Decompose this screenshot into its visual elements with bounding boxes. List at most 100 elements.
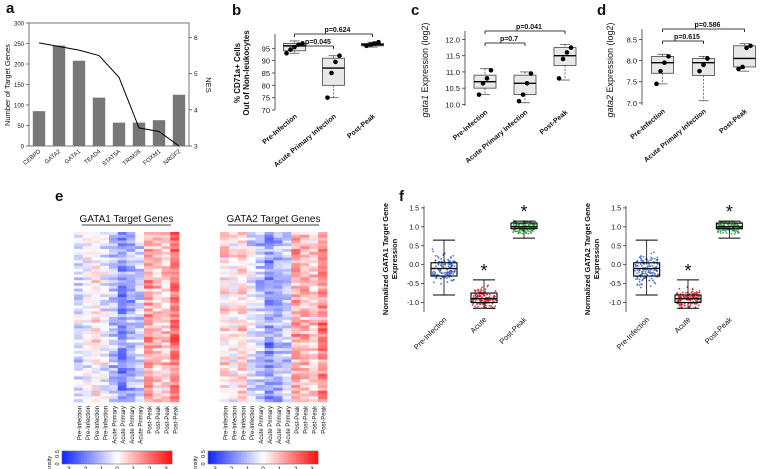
heat-cell [126, 243, 136, 247]
heat-cell [273, 257, 283, 261]
heat-cell [144, 393, 154, 397]
heat-cell [74, 317, 84, 321]
heat-cell [74, 314, 84, 318]
gene-point [732, 224, 734, 226]
box [715, 222, 743, 230]
heat-cell [144, 382, 154, 386]
heat-cell [255, 263, 265, 267]
heat-cell [144, 243, 154, 247]
heat-cell [161, 297, 171, 301]
heat-cell [309, 234, 319, 238]
heat-cell [291, 263, 301, 267]
legend-swatch [64, 451, 68, 464]
heat-cell [264, 234, 274, 238]
heat-cell [291, 288, 301, 292]
heat-cell [109, 399, 119, 403]
heat-cell [144, 308, 154, 312]
gene-point [722, 224, 725, 227]
y-axis-unit: Expression (log2) [420, 22, 430, 95]
gene-point [690, 291, 693, 294]
legend-tick-label: 1 [278, 466, 282, 469]
heat-cell [237, 339, 248, 343]
heat-cell [82, 334, 92, 338]
gene-point [481, 293, 483, 296]
heat-cell [126, 266, 136, 270]
heat-cell [282, 300, 292, 304]
heat-cell [100, 325, 110, 329]
legend-swatch [75, 451, 79, 464]
gene-point [515, 223, 518, 226]
heat-cell [109, 305, 119, 309]
heat-cell [91, 314, 101, 318]
heat-cell [291, 300, 301, 304]
heat-cell [318, 291, 328, 295]
heat-cell [246, 260, 256, 264]
y-tick-label: 0.0 [409, 262, 419, 269]
heat-cell [273, 339, 283, 343]
heat-cell [246, 302, 256, 306]
heat-cell [135, 370, 145, 374]
heat-cell [117, 297, 127, 301]
heat-cell [117, 311, 127, 315]
heat-cell [282, 291, 292, 295]
heat-cell [126, 232, 136, 236]
heat-cell [109, 288, 119, 292]
gene-point [434, 259, 437, 261]
x-tick-label: Post-Peak [498, 315, 529, 346]
heat-cell [282, 328, 292, 332]
heat-cell [228, 387, 239, 391]
heat-cell [100, 322, 110, 326]
heat-cell [74, 257, 84, 261]
heat-cell [74, 345, 84, 349]
heat-cell [82, 251, 92, 255]
gene-point [635, 278, 637, 281]
heat-cell [246, 237, 256, 241]
heat-cell [100, 274, 110, 278]
y-tick-label: 11.5 [446, 52, 460, 61]
heat-cell [135, 342, 145, 346]
heat-cell [237, 308, 248, 312]
heat-cell [74, 387, 84, 391]
heat-cell [309, 308, 319, 312]
heat-cell [228, 234, 239, 238]
gene-point [656, 259, 659, 262]
gene-point [477, 288, 480, 291]
gene-point [522, 230, 524, 233]
heat-cell [255, 393, 265, 397]
heat-cell [246, 271, 256, 275]
heat-cell [282, 297, 292, 301]
gene-point [688, 305, 691, 308]
heat-cell [273, 319, 283, 323]
y-tick-label: 1.5 [409, 205, 419, 212]
heat-cell [300, 325, 310, 329]
heat-cell [282, 251, 292, 255]
column-label: Pre-Infection [241, 406, 247, 440]
heat-cell [228, 288, 239, 292]
heat-cell [291, 328, 301, 332]
heat-cell [152, 373, 162, 377]
gene-point [654, 282, 657, 285]
heat-cell [170, 254, 180, 258]
heat-cell [309, 393, 319, 397]
heat-cell [309, 254, 319, 258]
heat-cell [228, 379, 239, 383]
heat-cell [318, 249, 328, 253]
heat-cell [170, 331, 180, 335]
gene-point [636, 277, 639, 280]
heat-cell [170, 251, 180, 255]
heat-cell [170, 370, 180, 374]
heat-cell [264, 379, 274, 383]
data-point [662, 60, 667, 66]
heat-cell [220, 246, 230, 250]
legend-swatch [293, 451, 297, 464]
heat-cell [264, 373, 274, 377]
heat-cell [246, 387, 256, 391]
heat-cell [282, 311, 292, 315]
heat-cell [152, 266, 162, 270]
heat-cell [117, 302, 127, 306]
heat-cell [318, 274, 328, 278]
gene-point [684, 304, 686, 307]
heat-cell [282, 339, 292, 343]
heat-cell [309, 297, 319, 301]
